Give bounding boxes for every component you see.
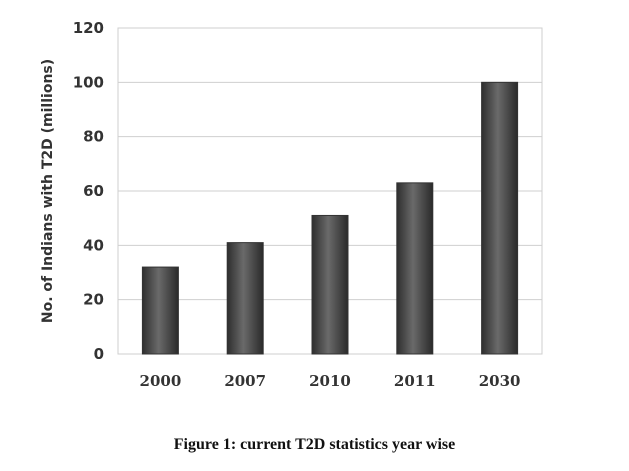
bar-chart: 0 20 40 60 80 100 120 2000 2007 2010 2011 2030 No.… xyxy=(40,19,543,390)
y-tick-label: 20 xyxy=(83,291,104,309)
bar-2010 xyxy=(311,214,349,355)
y-tick-label: 0 xyxy=(94,345,104,363)
bars xyxy=(141,81,519,355)
y-tick-label: 40 xyxy=(83,236,104,254)
x-axis-ticks: 2000 2007 2010 2011 2030 xyxy=(140,372,521,390)
x-tick-label: 2030 xyxy=(479,372,521,390)
y-tick-label: 60 xyxy=(83,182,104,200)
figure-caption: Figure 1: current T2D statistics year wi… xyxy=(173,436,456,453)
x-tick-label: 2007 xyxy=(224,372,266,390)
x-tick-label: 2000 xyxy=(140,372,182,390)
bar-2000 xyxy=(141,266,179,355)
y-axis-title: No. of Indians with T2D (millions) xyxy=(40,59,56,323)
gridlines xyxy=(118,27,542,301)
y-tick-label: 100 xyxy=(73,73,104,91)
x-tick-label: 2011 xyxy=(394,372,436,390)
bar-2011 xyxy=(396,182,434,355)
bar-2030 xyxy=(481,81,519,355)
y-axis-ticks: 0 20 40 60 80 100 120 xyxy=(73,19,104,363)
bar-2007 xyxy=(226,242,264,355)
x-tick-label: 2010 xyxy=(309,372,351,390)
y-tick-label: 80 xyxy=(83,128,104,146)
y-tick-label: 120 xyxy=(73,19,104,37)
